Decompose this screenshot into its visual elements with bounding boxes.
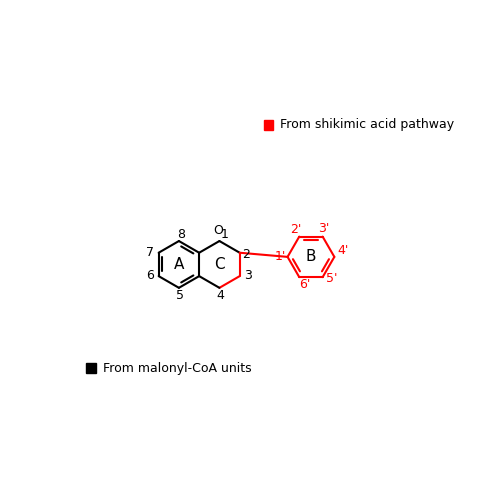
Text: 5': 5' <box>326 272 338 285</box>
Text: 3: 3 <box>244 269 252 282</box>
Text: 2: 2 <box>242 248 250 262</box>
Text: 4': 4' <box>337 244 348 257</box>
Text: 5: 5 <box>176 289 184 302</box>
Bar <box>86 364 96 373</box>
Text: 1': 1' <box>274 250 285 263</box>
Bar <box>264 120 273 129</box>
Text: A: A <box>174 257 184 272</box>
Text: 8: 8 <box>177 228 185 241</box>
Text: 1: 1 <box>221 228 229 242</box>
Text: 2': 2' <box>290 222 301 236</box>
Text: From shikimic acid pathway: From shikimic acid pathway <box>280 118 454 131</box>
Text: 7: 7 <box>146 246 154 259</box>
Text: O: O <box>214 223 223 237</box>
Text: 3': 3' <box>318 222 329 235</box>
Text: From malonyl-CoA units: From malonyl-CoA units <box>102 362 252 375</box>
Text: B: B <box>306 249 316 265</box>
Text: 4: 4 <box>216 289 224 302</box>
Text: 6': 6' <box>300 278 311 291</box>
Text: C: C <box>214 257 224 272</box>
Text: 6: 6 <box>146 269 154 282</box>
